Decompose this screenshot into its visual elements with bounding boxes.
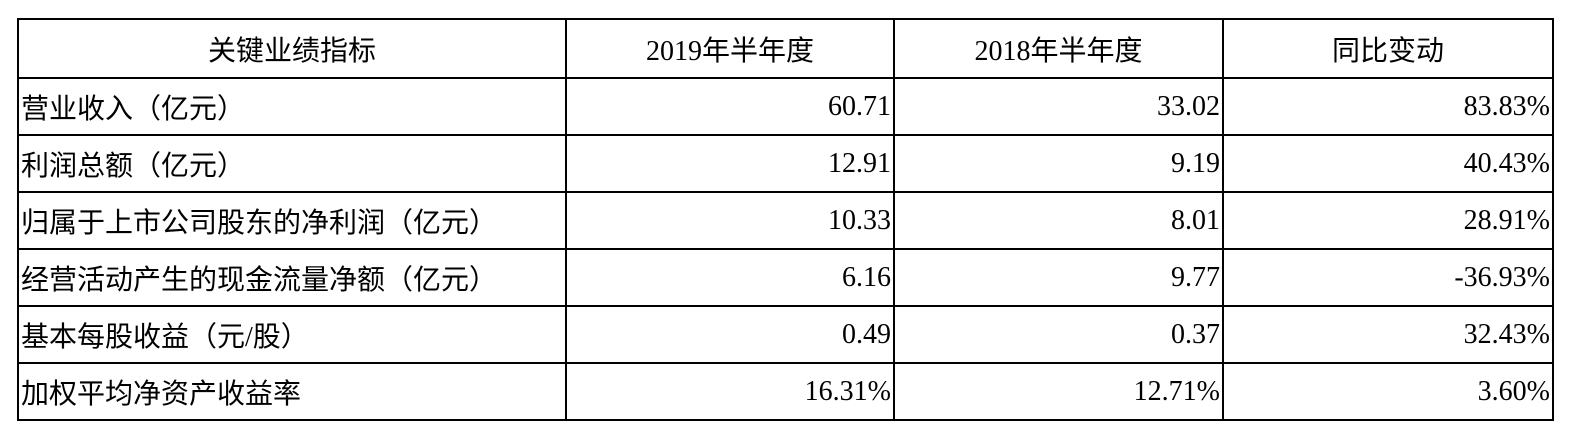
metric-value: 3.60% xyxy=(1222,362,1554,421)
metric-value: 9.77 xyxy=(893,248,1224,307)
metric-value: 83.83% xyxy=(1222,77,1554,136)
metric-value: 0.37 xyxy=(893,305,1224,364)
metric-name: 经营活动产生的现金流量净额（亿元） xyxy=(17,248,567,307)
metric-name: 利润总额（亿元） xyxy=(17,134,567,193)
header-cell: 关键业绩指标 xyxy=(17,18,567,79)
header-row: 关键业绩指标 2019年半年度 2018年半年度 同比变动 xyxy=(17,18,1554,79)
table-row: 经营活动产生的现金流量净额（亿元） 6.16 9.77 -36.93% xyxy=(17,248,1554,307)
metric-value: 60.71 xyxy=(565,77,895,136)
metric-value: 9.19 xyxy=(893,134,1224,193)
metric-value: 10.33 xyxy=(565,191,895,250)
kpi-table: 关键业绩指标 2019年半年度 2018年半年度 同比变动 营业收入（亿元） 60.71… xyxy=(17,18,1554,421)
header-cell: 2019年半年度 xyxy=(565,18,895,79)
metric-value: -36.93% xyxy=(1222,248,1554,307)
header-cell: 2018年半年度 xyxy=(893,18,1224,79)
table-row: 利润总额（亿元） 12.91 9.19 40.43% xyxy=(17,134,1554,193)
metric-value: 12.71% xyxy=(893,362,1224,421)
metric-value: 32.43% xyxy=(1222,305,1554,364)
table-row: 基本每股收益（元/股） 0.49 0.37 32.43% xyxy=(17,305,1554,364)
metric-value: 16.31% xyxy=(565,362,895,421)
metric-name: 归属于上市公司股东的净利润（亿元） xyxy=(17,191,567,250)
table-row: 营业收入（亿元） 60.71 33.02 83.83% xyxy=(17,77,1554,136)
table-row: 加权平均净资产收益率 16.31% 12.71% 3.60% xyxy=(17,362,1554,421)
header-cell: 同比变动 xyxy=(1222,18,1554,79)
metric-name: 基本每股收益（元/股） xyxy=(17,305,567,364)
metric-value: 6.16 xyxy=(565,248,895,307)
metric-value: 33.02 xyxy=(893,77,1224,136)
metric-name: 加权平均净资产收益率 xyxy=(17,362,567,421)
metric-value: 8.01 xyxy=(893,191,1224,250)
metric-value: 28.91% xyxy=(1222,191,1554,250)
metric-value: 12.91 xyxy=(565,134,895,193)
metric-value: 40.43% xyxy=(1222,134,1554,193)
metric-name: 营业收入（亿元） xyxy=(17,77,567,136)
metric-value: 0.49 xyxy=(565,305,895,364)
table-row: 归属于上市公司股东的净利润（亿元） 10.33 8.01 28.91% xyxy=(17,191,1554,250)
